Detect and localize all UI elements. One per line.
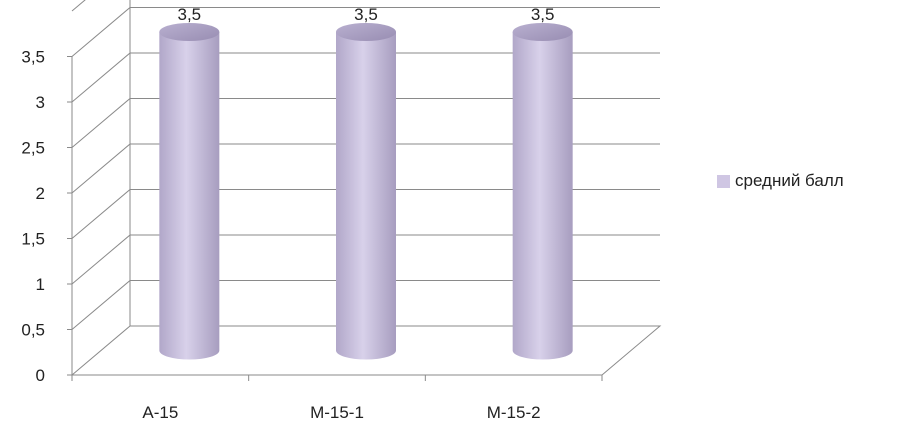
gridline-side — [71, 7, 131, 57]
y-tick-label: 3,5 — [21, 48, 45, 67]
bar-top — [336, 23, 396, 41]
gridline-side — [71, 143, 131, 194]
y-tick-label: 0,5 — [21, 321, 45, 340]
data-labels: 3,5 3,5 3,5 — [178, 5, 555, 24]
data-label: 3,5 — [531, 5, 555, 24]
gridline-side — [71, 189, 131, 239]
y-axis-tick-labels: 0 0,5 1 1,5 2 2,5 3 3,5 — [21, 48, 45, 386]
legend-swatch — [717, 174, 730, 188]
bar-body — [336, 32, 396, 360]
axes — [67, 56, 603, 381]
data-label: 3,5 — [354, 5, 378, 24]
y-tick-label: 1 — [36, 275, 45, 294]
bar-body — [512, 32, 573, 360]
x-tick-label: М-15-2 — [487, 403, 541, 422]
x-axis-tick-labels: А-15 М-15-1 М-15-2 — [142, 403, 540, 422]
gridline-side — [71, 234, 131, 285]
x-tick-label: А-15 — [142, 403, 178, 422]
bar-top — [159, 23, 220, 41]
data-label: 3,5 — [178, 5, 202, 24]
legend-label: средний балл — [735, 171, 844, 190]
bar-top — [512, 23, 573, 41]
bar-body — [159, 32, 220, 360]
gridline-side — [71, 52, 131, 103]
gridline-side — [71, 280, 131, 330]
y-tick-label: 3 — [36, 93, 45, 112]
bars — [159, 23, 573, 360]
gridline-side — [71, 0, 86, 12]
y-tick-label: 2 — [36, 184, 45, 203]
y-tick-label: 2,5 — [21, 139, 45, 158]
legend: средний балл — [717, 171, 844, 191]
y-tick-label: 1,5 — [21, 230, 45, 249]
gridline-side — [71, 98, 131, 148]
x-tick-label: М-15-1 — [310, 403, 364, 422]
y-tick-label: 0 — [36, 366, 45, 385]
